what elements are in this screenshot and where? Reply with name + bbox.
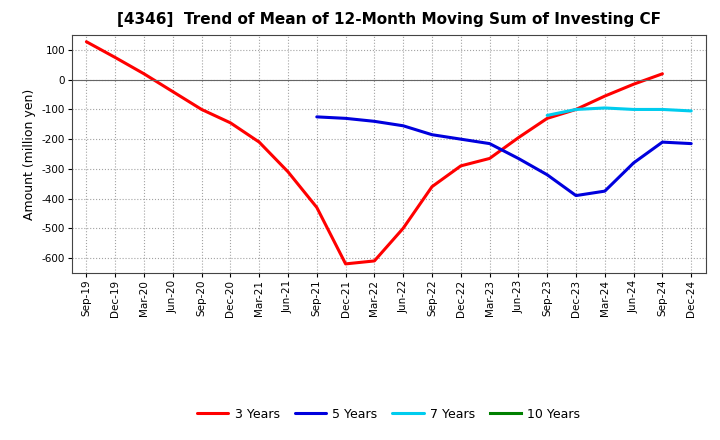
5 Years (600, 188, 609, 194)
Title: [4346]  Trend of Mean of 12-Month Moving Sum of Investing CF: [4346] Trend of Mean of 12-Month Moving … (117, 12, 661, 27)
3 Years (341, 261, 350, 267)
3 Years (370, 258, 379, 264)
5 Years (514, 156, 523, 161)
5 Years (456, 136, 465, 142)
5 Years (572, 193, 580, 198)
3 Years (140, 71, 148, 77)
3 Years (168, 89, 177, 94)
5 Years (543, 172, 552, 177)
3 Years (485, 156, 494, 161)
7 Years (600, 105, 609, 110)
Line: 7 Years: 7 Years (547, 108, 691, 115)
5 Years (629, 160, 638, 165)
3 Years (514, 135, 523, 140)
3 Years (428, 184, 436, 189)
Y-axis label: Amount (million yen): Amount (million yen) (23, 88, 36, 220)
3 Years (111, 55, 120, 60)
5 Years (399, 123, 408, 128)
3 Years (456, 163, 465, 169)
5 Years (485, 141, 494, 146)
3 Years (284, 169, 292, 175)
3 Years (399, 226, 408, 231)
5 Years (341, 116, 350, 121)
5 Years (312, 114, 321, 120)
3 Years (226, 120, 235, 125)
Legend: 3 Years, 5 Years, 7 Years, 10 Years: 3 Years, 5 Years, 7 Years, 10 Years (192, 403, 585, 425)
3 Years (600, 93, 609, 99)
5 Years (370, 119, 379, 124)
3 Years (658, 71, 667, 77)
3 Years (543, 116, 552, 121)
Line: 5 Years: 5 Years (317, 117, 691, 195)
7 Years (629, 107, 638, 112)
7 Years (687, 108, 696, 114)
5 Years (428, 132, 436, 137)
Line: 3 Years: 3 Years (86, 42, 662, 264)
3 Years (629, 81, 638, 87)
7 Years (543, 113, 552, 118)
5 Years (658, 139, 667, 145)
3 Years (572, 107, 580, 112)
3 Years (255, 139, 264, 145)
3 Years (312, 205, 321, 210)
3 Years (197, 107, 206, 112)
7 Years (658, 107, 667, 112)
3 Years (82, 39, 91, 44)
7 Years (572, 107, 580, 112)
5 Years (687, 141, 696, 146)
